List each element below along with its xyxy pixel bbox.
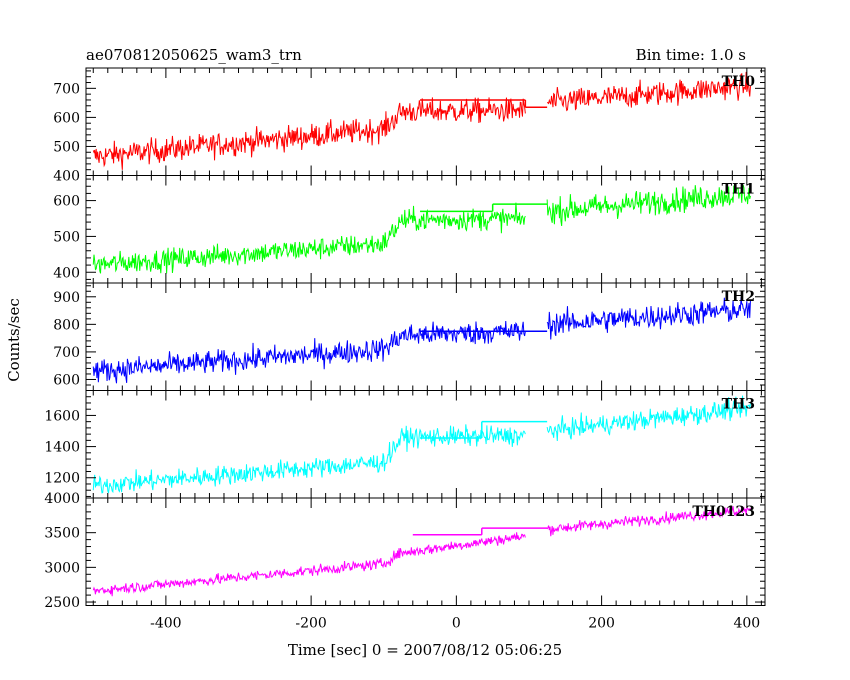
panel-data (92, 184, 751, 274)
y-tick-label: 700 (53, 345, 80, 361)
light-curve-segment (92, 320, 526, 384)
x-tick-label: 0 (452, 616, 461, 632)
y-tick-label: 700 (53, 81, 80, 97)
light-curve-segment (92, 97, 526, 170)
panel-data (92, 395, 751, 494)
panel-th0123: 2500 3000 3500 4000 TH0123 (44, 491, 766, 611)
y-tick-label: 400 (53, 265, 80, 281)
x-axis-label: Time [sec] 0 = 2007/08/12 05:06:25 (288, 641, 562, 659)
panel-label: TH0123 (692, 504, 755, 520)
light-curve-segment (546, 71, 751, 112)
y-tick-label: 500 (53, 229, 80, 245)
panel-th0: 400 500 600 700 TH0 (53, 67, 766, 185)
panel-label: TH3 (722, 397, 755, 413)
panel-th2: 600 700 800 900 TH2 (53, 282, 766, 391)
panel-data (92, 506, 751, 597)
light-curve-segment (92, 202, 526, 274)
panel-frame (85, 282, 766, 391)
y-axis-label: Counts/sec (5, 298, 23, 382)
panel-data (92, 71, 751, 170)
y-tick-label: 600 (53, 372, 80, 388)
y-tick-label: 1200 (44, 471, 80, 487)
light-curve-segment (546, 184, 751, 227)
x-tick-label: -400 (150, 616, 181, 632)
x-tick-label: -200 (295, 616, 326, 632)
y-tick-label: 4000 (44, 491, 80, 507)
y-tick-label: 3000 (44, 560, 80, 576)
light-curve-segment (546, 297, 751, 340)
panel-frame (85, 390, 766, 499)
y-tick-label: 1600 (44, 408, 80, 424)
light-curve-segment (546, 506, 751, 537)
panel-label: TH2 (722, 289, 755, 305)
panels-group: 400 500 600 700 TH0 400 500 600 TH1 600 700 800 900 T… (44, 67, 766, 632)
panel-label: TH1 (722, 182, 755, 198)
y-tick-label: 400 (53, 169, 80, 185)
x-tick-label: 400 (733, 616, 760, 632)
panel-th3: 1200 1400 1600 TH3 (44, 390, 766, 499)
panel-frame (85, 175, 766, 284)
light-curve-segment (546, 395, 751, 441)
y-tick-label: 900 (53, 290, 80, 306)
panel-data (92, 297, 751, 384)
y-tick-label: 600 (53, 194, 80, 210)
panel-th1: 400 500 600 TH1 (53, 175, 766, 284)
y-tick-label: 3500 (44, 526, 80, 542)
x-tick-label: 200 (588, 616, 615, 632)
chart-title: ae070812050625_wam3_trn (86, 46, 302, 64)
light-curve-segment (92, 532, 526, 597)
panel-label: TH0 (722, 74, 756, 90)
panel-frame (85, 497, 766, 606)
y-tick-label: 2500 (44, 595, 80, 611)
y-tick-label: 1400 (44, 440, 80, 456)
light-curve-segment (92, 424, 526, 494)
y-tick-label: 600 (53, 110, 80, 126)
chart-subtitle: Bin time: 1.0 s (636, 46, 746, 64)
y-tick-label: 500 (53, 139, 80, 155)
y-tick-label: 800 (53, 317, 80, 333)
